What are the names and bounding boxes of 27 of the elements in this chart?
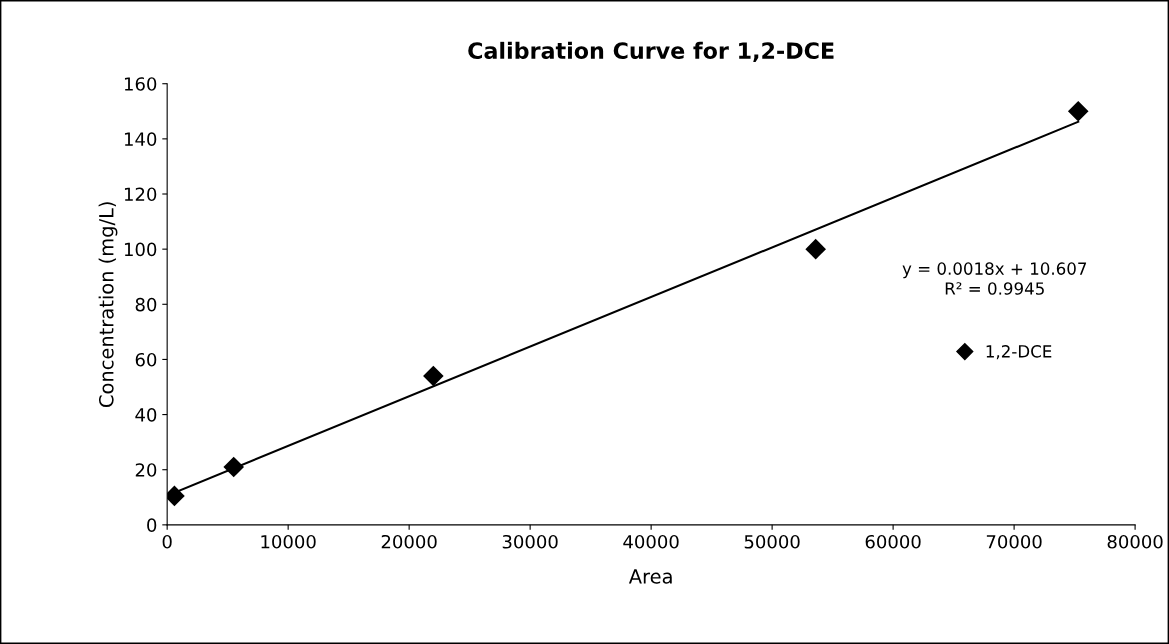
y-tick-label: 40 bbox=[135, 408, 157, 422]
y-tick-label: 0 bbox=[147, 518, 157, 532]
x-tick-label: 50000 bbox=[744, 534, 800, 549]
point bbox=[805, 238, 826, 260]
x-tick-label: 10000 bbox=[261, 534, 316, 549]
chart-title: Calibration Curve for 1,2-DCE bbox=[468, 41, 834, 62]
y-tick-label: 20 bbox=[135, 463, 157, 477]
x-tick-label: 80000 bbox=[1107, 534, 1163, 549]
legend-label: 1,2-DCE bbox=[986, 345, 1052, 360]
x-tick-label: 0 bbox=[162, 534, 172, 549]
point bbox=[1067, 100, 1089, 122]
y-tick-label: 60 bbox=[135, 352, 157, 367]
x-axis-title: Area bbox=[628, 569, 672, 584]
x-tick-label: 60000 bbox=[865, 534, 921, 549]
y-tick-label: 100 bbox=[124, 242, 157, 257]
y-tick-label: 80 bbox=[135, 297, 157, 312]
x-tick-label: 20000 bbox=[381, 534, 437, 549]
annotation: y = 0.0018x + 10.607 R² = 0.9945 bbox=[902, 262, 1087, 295]
y-tick-label: 160 bbox=[124, 77, 157, 91]
x-tick-label: 70000 bbox=[986, 534, 1042, 549]
x-tick-label: 40000 bbox=[623, 534, 679, 549]
point bbox=[223, 456, 245, 478]
x-tick-label: 30000 bbox=[502, 534, 558, 549]
y-axis-title: Concentration (mg/L) bbox=[98, 202, 118, 407]
y-tick-label: 120 bbox=[124, 187, 157, 202]
point bbox=[423, 365, 444, 387]
y-tick-label: 140 bbox=[124, 132, 157, 146]
